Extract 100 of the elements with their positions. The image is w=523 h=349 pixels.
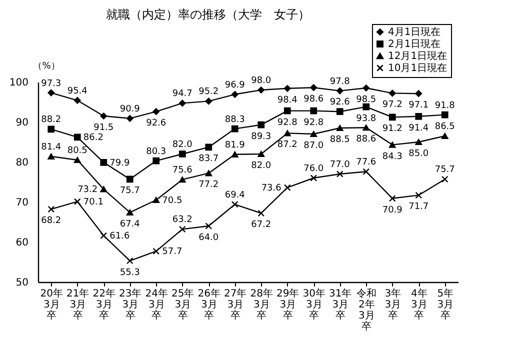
data-label: 70.9: [382, 205, 403, 216]
x-tick-label: 21年3月卒: [66, 288, 90, 322]
point: [126, 257, 134, 264]
point: [441, 111, 448, 118]
point: [100, 232, 108, 240]
point: [362, 103, 370, 110]
point: [178, 100, 186, 107]
point: [388, 194, 396, 202]
data-label: 57.7: [162, 247, 182, 258]
point: [441, 176, 448, 183]
data-label: 95.2: [198, 87, 219, 98]
data-label: 67.2: [251, 220, 272, 230]
point: [388, 114, 396, 121]
data-label: 80.3: [146, 146, 166, 157]
point: [126, 176, 134, 183]
y-tick-label: 100: [9, 78, 28, 88]
y-axis-title: （%）: [33, 62, 60, 72]
point: [74, 156, 81, 164]
x-tick-label: 26年3月卒: [198, 288, 220, 322]
point: [415, 112, 422, 120]
data-label: 83.7: [198, 154, 219, 164]
data-label: 92.8: [277, 118, 298, 128]
y-tick-label: 50: [16, 278, 28, 288]
data-label: 81.9: [224, 140, 246, 150]
y-tick-label: 90: [16, 118, 28, 128]
data-label: 75.7: [120, 186, 140, 196]
point: [362, 124, 370, 131]
point: [388, 142, 396, 148]
data-label: 85.0: [408, 149, 429, 159]
data-label: 88.5: [330, 135, 350, 145]
point: [336, 108, 344, 116]
point: [415, 138, 422, 146]
point: [74, 198, 81, 206]
point: [48, 206, 55, 213]
point: [48, 126, 55, 133]
data-label: 55.3: [120, 268, 140, 278]
point: [100, 186, 108, 192]
point: [231, 151, 238, 158]
data-label: 69.4: [224, 190, 246, 200]
point: [178, 226, 186, 233]
point: [415, 90, 422, 98]
point: [100, 112, 108, 120]
point: [258, 150, 265, 158]
data-label: 82.0: [251, 161, 272, 171]
point: [152, 157, 160, 164]
data-label: 80.5: [67, 146, 88, 156]
data-label: 97.2: [382, 100, 402, 110]
data-label: 96.9: [224, 80, 246, 90]
point: [48, 153, 55, 160]
point: [152, 248, 160, 255]
data-label: 81.4: [41, 142, 62, 152]
point: [336, 170, 344, 178]
x-tick-label: 30年3月卒: [302, 288, 326, 322]
point: [205, 222, 212, 230]
y-tick-label: 70: [16, 198, 28, 208]
point: [74, 134, 81, 141]
data-label: 70.1: [83, 198, 104, 208]
legend-label: 10月1日現在: [388, 62, 448, 74]
point: [152, 108, 160, 116]
data-label: 88.2: [41, 115, 62, 126]
data-label: 93.8: [356, 114, 376, 124]
data-label: 73.2: [78, 185, 98, 196]
point: [231, 90, 238, 98]
x-tick-label: 5年3月卒: [437, 288, 454, 322]
point: [441, 132, 448, 140]
point: [258, 210, 265, 217]
x-tick-label: 20年3月卒: [40, 288, 63, 322]
data-label: 77.0: [330, 160, 350, 170]
data-label: 73.6: [261, 184, 282, 194]
data-label: 84.3: [382, 152, 402, 162]
data-label: 86.2: [83, 133, 104, 144]
point: [48, 89, 55, 96]
data-label: 67.4: [120, 219, 140, 230]
point: [310, 130, 318, 138]
point: [100, 158, 108, 166]
data-label: 98.0: [251, 76, 272, 86]
data-label: 97.3: [41, 78, 62, 89]
x-tick-label: 3年3月卒: [384, 288, 402, 322]
data-label: 88.3: [224, 114, 245, 125]
point: [284, 84, 291, 92]
point: [178, 150, 186, 158]
data-label: 86.5: [434, 122, 455, 132]
legend-label: 12月1日現在: [388, 50, 448, 62]
point: [284, 130, 291, 136]
data-label: 92.6: [330, 98, 350, 108]
point: [415, 192, 422, 199]
x-tick-label: 28年3月卒: [250, 288, 273, 322]
data-label: 92.8: [304, 118, 324, 128]
data-label: 90.9: [120, 104, 140, 114]
point: [310, 84, 318, 92]
x-tick-label: 令和2年3月卒: [356, 288, 377, 332]
x-tick-label: 24年3月卒: [145, 288, 168, 322]
point: [178, 176, 186, 183]
data-label: 98.4: [277, 95, 298, 106]
x-tick-label: 25年3月卒: [172, 288, 194, 322]
point: [362, 168, 370, 176]
point: [362, 84, 370, 92]
data-label: 76.0: [304, 164, 324, 174]
data-label: 75.6: [172, 166, 193, 176]
data-label: 97.8: [330, 76, 350, 87]
